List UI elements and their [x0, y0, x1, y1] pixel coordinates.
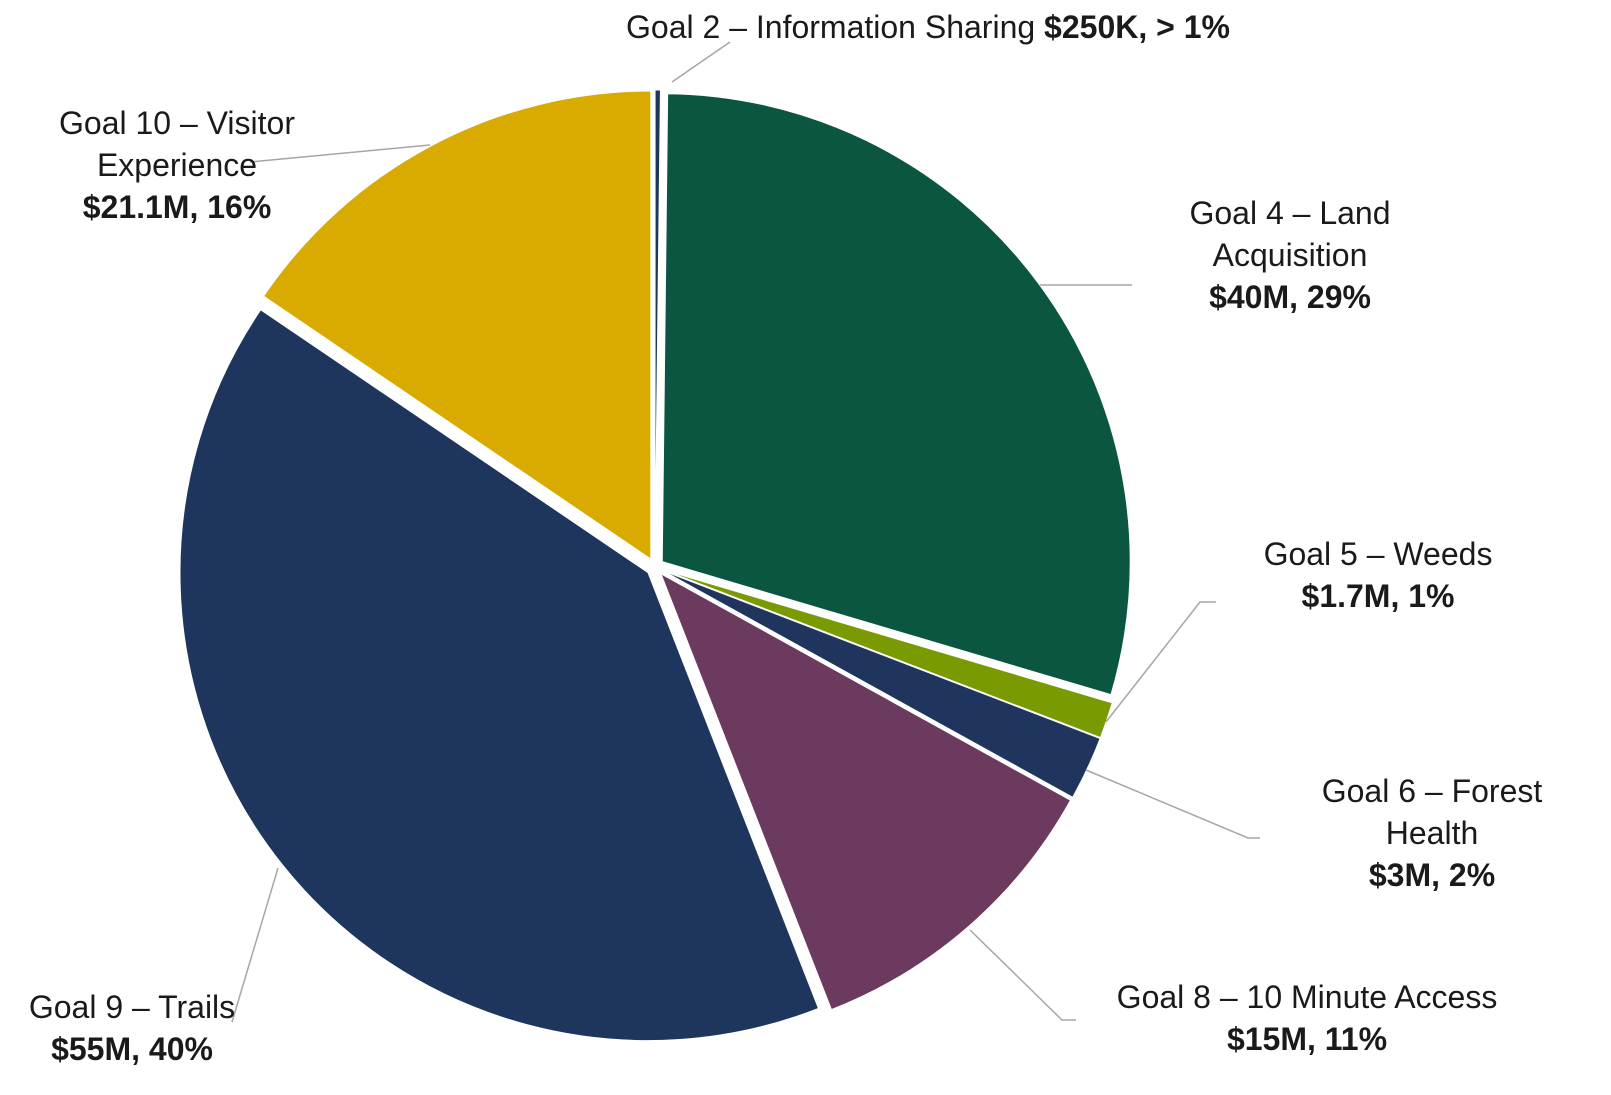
pie-slice [659, 572, 1072, 1011]
leader-line [969, 929, 1076, 1021]
category-label: Goal 6 – Forest Health [1321, 773, 1543, 851]
value-label: $250K, > 1% [1044, 9, 1230, 45]
value-label: $3M, 2% [1368, 857, 1496, 893]
leader-line [249, 144, 431, 163]
leader-line [1085, 769, 1260, 839]
slice-label: Goal 5 – Weeds $1.7M, 1% [1228, 533, 1528, 617]
value-label: $15M, 11% [1226, 1021, 1388, 1057]
value-label: $21.1M, 16% [82, 189, 272, 225]
slice-label: Goal 9 – Trails $55M, 40% [2, 986, 262, 1070]
pie-slice [179, 309, 820, 1042]
pie-slice [661, 93, 1131, 696]
category-label: Goal 4 – Land Acquisition [1189, 195, 1391, 273]
category-label: Goal 9 – Trails [28, 989, 236, 1025]
category-label: Goal 5 – Weeds [1263, 536, 1493, 572]
pie-slice [654, 89, 661, 559]
slice-label: Goal 4 – Land Acquisition $40M, 29% [1160, 192, 1420, 318]
slice-label: Goal 2 – Information Sharing $250K, > 1% [528, 6, 1328, 48]
slice-label: Goal 6 – Forest Health $3M, 2% [1292, 770, 1572, 896]
value-label: $40M, 29% [1209, 279, 1371, 315]
leader-line [1105, 601, 1216, 723]
category-label: Goal 2 – Information Sharing [626, 9, 1036, 45]
value-label: $55M, 40% [51, 1031, 213, 1067]
leader-line [231, 867, 279, 1023]
slice-label: Goal 8 – 10 Minute Access $15M, 11% [1072, 976, 1542, 1060]
value-label: $1.7M, 1% [1301, 578, 1455, 614]
pie-slice [262, 90, 652, 560]
pie-slice [662, 570, 1101, 798]
category-label: Goal 10 – Visitor Experience [59, 105, 295, 183]
slice-label: Goal 10 – Visitor Experience $21.1M, 16% [27, 102, 327, 228]
category-label: Goal 8 – 10 Minute Access [1116, 979, 1498, 1015]
leader-line [671, 41, 731, 83]
